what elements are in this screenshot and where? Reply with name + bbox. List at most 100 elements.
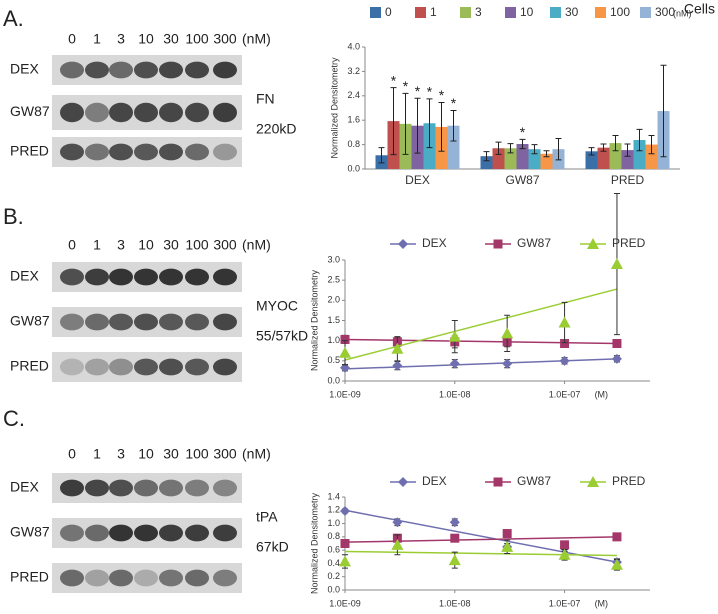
- error-bar: [519, 138, 526, 150]
- marker: [612, 338, 622, 348]
- row-label: GW87: [10, 524, 50, 540]
- y-tick-label: 1.6: [347, 115, 360, 125]
- y-tick-label: 0.2: [327, 571, 340, 581]
- blot-band: [60, 102, 84, 123]
- marker: [340, 505, 350, 516]
- chart-title: Cells: [684, 1, 715, 17]
- blot-band: [159, 479, 183, 497]
- error-bar: [636, 128, 643, 152]
- marker: [610, 258, 623, 270]
- blot-band: [213, 569, 237, 587]
- x-unit: (M): [595, 598, 609, 608]
- concentration-label: 100: [185, 237, 209, 253]
- blot-band: [185, 102, 209, 123]
- marker: [391, 538, 404, 550]
- y-tick-label: 2.0: [327, 295, 340, 305]
- marker: [612, 532, 622, 542]
- blot-band: [85, 569, 109, 587]
- blot-band: [159, 102, 183, 123]
- x-tick-label: 1.0E-09: [329, 389, 361, 399]
- concentration-unit: (nM): [242, 446, 271, 462]
- x-tick-label: 1.0E-07: [549, 389, 581, 399]
- marker: [501, 327, 514, 339]
- y-tick-label: 0.0: [347, 163, 360, 173]
- marker: [610, 558, 623, 570]
- y-tick-label: 0.6: [327, 545, 340, 555]
- concentration-label: 300: [213, 237, 237, 253]
- error-bar: [378, 147, 385, 164]
- blot-band: [109, 313, 133, 331]
- trendline: [344, 338, 617, 345]
- bar: [621, 150, 634, 169]
- row-label: GW87: [10, 103, 50, 119]
- concentration-label: 0: [68, 446, 76, 462]
- error-bar: [624, 143, 631, 157]
- marker: [501, 540, 514, 552]
- x-tick-label: GW87: [505, 173, 539, 187]
- error-bar: [507, 143, 514, 154]
- legend-label: PRED: [612, 236, 646, 250]
- legend-swatch: [640, 7, 651, 18]
- y-tick-label: 3.2: [347, 66, 360, 76]
- y-axis-label: Normalized Densitometry: [309, 492, 319, 594]
- concentration-label: 300: [213, 31, 237, 47]
- y-tick-label: 0.0: [327, 375, 340, 385]
- marker: [391, 342, 404, 354]
- error-bar: [531, 144, 538, 155]
- blot-band: [109, 524, 133, 542]
- blot-band: [134, 102, 158, 123]
- blot-band: [159, 358, 183, 376]
- y-tick-label: 0.4: [327, 558, 340, 568]
- x-tick-label: DEX: [405, 173, 430, 187]
- blot-band: [159, 61, 183, 79]
- concentration-label: 10: [138, 446, 154, 462]
- legend-swatch: [415, 7, 426, 18]
- error-bar: [450, 109, 457, 142]
- blot-band: [60, 143, 84, 161]
- bar: [516, 143, 529, 169]
- marker: [448, 330, 461, 342]
- bar: [447, 125, 460, 169]
- blot-band: [185, 479, 209, 497]
- blot-band: [60, 524, 84, 542]
- y-tick-label: 2.5: [327, 275, 340, 285]
- concentration-label: 100: [185, 31, 209, 47]
- y-axis-label: Normalized Densitometry: [309, 269, 319, 371]
- concentration-label: 100: [185, 446, 209, 462]
- marker: [502, 529, 512, 539]
- blot-band: [185, 358, 209, 376]
- blot-band: [85, 61, 109, 79]
- row-label: DEX: [10, 479, 39, 495]
- marker: [559, 355, 570, 366]
- blot-band: [85, 358, 109, 376]
- size-label: 220kD: [256, 121, 296, 137]
- x-tick-label: 1.0E-08: [439, 389, 471, 399]
- marker: [502, 358, 513, 369]
- blot-band: [109, 479, 133, 497]
- blot-band: [213, 479, 237, 497]
- blot-band: [109, 102, 133, 123]
- marker: [398, 239, 408, 249]
- blot-band: [185, 143, 209, 161]
- error-bar: [648, 134, 655, 155]
- x-tick-label: 1.0E-07: [549, 598, 581, 608]
- panel-letter: B.: [3, 204, 24, 229]
- blot-band: [159, 524, 183, 542]
- blot-band: [85, 102, 109, 123]
- x-tick-label: PRED: [611, 173, 645, 187]
- y-tick-label: 0.5: [327, 355, 340, 365]
- trendline: [344, 550, 617, 557]
- y-tick-label: 1.5: [327, 315, 340, 325]
- x-tick-label: 1.0E-09: [329, 598, 361, 608]
- marker: [560, 540, 570, 550]
- concentration-label: 300: [213, 446, 237, 462]
- blot-band: [159, 569, 183, 587]
- annotation: *: [415, 83, 421, 99]
- y-tick-label: 0.8: [327, 531, 340, 541]
- blot-band: [134, 313, 158, 331]
- blot-band: [60, 61, 84, 79]
- marker: [560, 338, 570, 348]
- marker: [587, 238, 599, 249]
- marker: [450, 533, 460, 543]
